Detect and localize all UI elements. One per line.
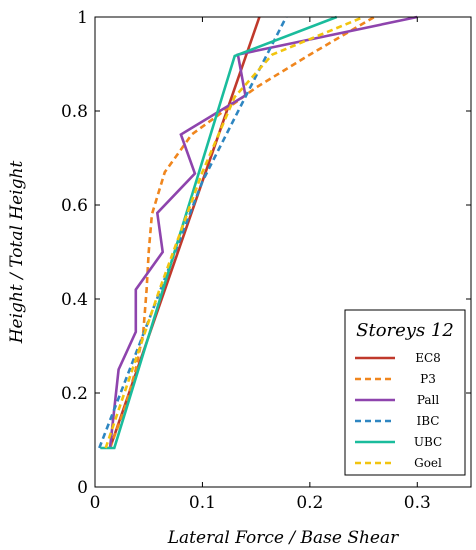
legend-label: Pall: [417, 393, 440, 407]
series-line-ubc: [100, 15, 338, 450]
y-tick-label: 0.6: [61, 196, 88, 216]
x-tick-label: 0.1: [189, 493, 216, 513]
series-line-ec8: [108, 16, 261, 449]
y-axis-label: Height / Total Height: [7, 161, 27, 345]
series-line-goel: [104, 15, 365, 449]
legend-label: Goel: [414, 456, 442, 470]
plot-lines: [98, 15, 418, 450]
plot-frame: [94, 16, 472, 488]
series-line-p3: [108, 15, 375, 449]
legend-title: Storeys 12: [356, 320, 454, 341]
y-tick-label: 0.2: [61, 384, 88, 404]
legend-label: IBC: [417, 414, 440, 428]
legend-label: UBC: [414, 435, 442, 449]
y-tick-label: 0.4: [61, 290, 88, 310]
x-axis-label: Lateral Force / Base Shear: [167, 528, 399, 548]
y-tick-label: 0.8: [61, 102, 88, 122]
x-tick-label: 0.3: [404, 493, 431, 513]
x-tick-label: 0: [90, 493, 101, 513]
legend: Storeys 12 EC8 P3 Pall IBC UBC Goel: [344, 309, 466, 476]
legend-label: EC8: [415, 351, 441, 365]
legend-label: P3: [420, 372, 436, 386]
x-tick-label: 0.2: [296, 493, 323, 513]
axis-ticks: 0 0.1 0.2 0.3 0 0.2 0.4 0.6 0.8 1: [61, 8, 471, 513]
series-line-ibc: [98, 16, 288, 449]
legend-box: [344, 309, 466, 476]
legend-items: EC8 P3 Pall IBC UBC Goel: [355, 351, 442, 470]
y-tick-label: 0: [77, 478, 88, 498]
series-line-pall: [108, 15, 418, 449]
y-tick-label: 1: [77, 8, 88, 28]
